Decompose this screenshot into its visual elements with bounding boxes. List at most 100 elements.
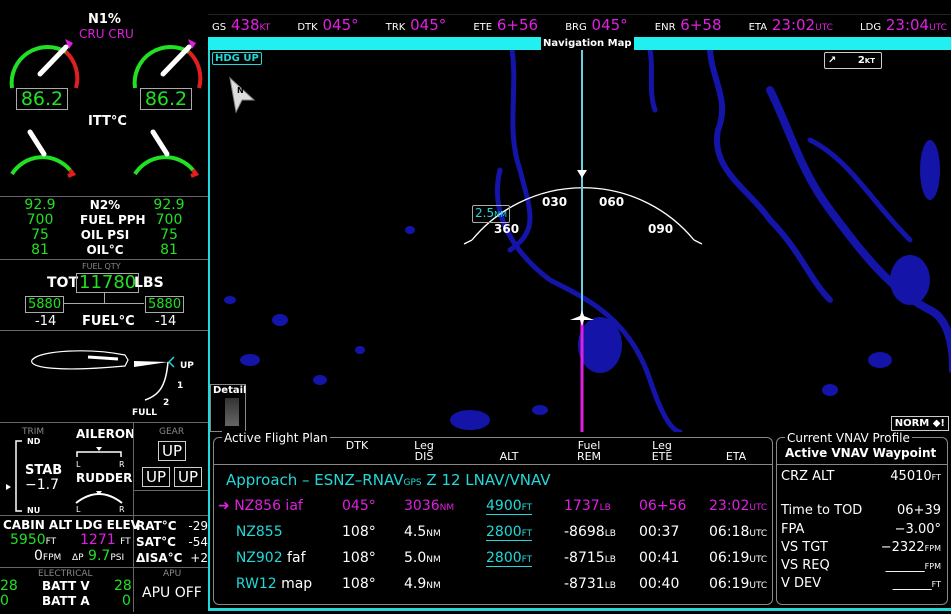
n1-right-value: 86.2: [140, 88, 192, 110]
header-fuel: REM: [576, 450, 602, 463]
stab-value: −1.7: [25, 477, 59, 493]
fuel-right: 5880: [145, 296, 185, 313]
cabin-dp: ΔP 9.7PSI: [72, 548, 125, 564]
cell-fuel: -8715LB: [564, 550, 616, 566]
fuel-temp-left: -14: [35, 314, 57, 329]
cell-dtk: 108°: [342, 550, 376, 566]
header-eta: ETA: [725, 450, 747, 463]
gear-left: UP: [142, 467, 171, 487]
approach-row[interactable]: Approach – ESNZ–RNAVGPS Z 12 LNAV/VNAV: [226, 471, 551, 489]
nav-data-bar: GS 438KT DTK 045° TRK 045° ETE 6+56 BRG …: [208, 14, 951, 34]
batt-a-left: 0: [0, 593, 9, 609]
bottom-border: [208, 608, 951, 611]
electrical-title: ELECTRICAL: [38, 569, 93, 579]
hdg-up-button[interactable]: HDG UP: [212, 52, 262, 65]
batt-v-label: BATT V: [42, 579, 90, 593]
engine-params: 92.9 N2% 92.9 700 FUEL PPH 700 75 OIL PSI 75 8…: [24, 197, 185, 258]
flight-plan-row[interactable]: ➜ NZ856 iaf 045° 3036NM 4900FT 1737LB 06+56 23…: [214, 496, 772, 520]
wind-indicator: ↗ 2KT: [824, 52, 882, 69]
batt-v-right: 28: [114, 578, 132, 594]
cell-fuel: -8731LB: [564, 576, 616, 592]
batt-a-right: 0: [122, 593, 131, 609]
vnav-title: Current VNAV Profile: [785, 431, 912, 445]
fuel-left: 5880: [25, 296, 65, 313]
gear-nose: UP: [158, 441, 187, 461]
flap-full-label: FULL: [132, 408, 157, 418]
fuel-qty-title: FUEL QTY: [82, 262, 121, 271]
cell-fuel: 1737LB: [564, 498, 611, 514]
cell-alt[interactable]: 2800FT: [486, 524, 533, 541]
vnav-row: V DEV ______FT: [781, 576, 941, 591]
heading-360: 360: [494, 222, 520, 236]
norm-button[interactable]: NORM ◆!: [890, 416, 949, 431]
itt-left-gauge: [10, 129, 77, 178]
batt-v-left: 28: [0, 578, 18, 594]
itt-label: ITT°C: [88, 114, 127, 129]
waypoint-id[interactable]: ➜ NZ856 iaf: [218, 498, 303, 514]
cell-ete: 06+56: [639, 498, 687, 514]
engine-gauges: [9, 39, 203, 178]
header-dtk: DTK: [345, 439, 369, 452]
flap-up-label: UP: [180, 361, 194, 371]
vnav-row: Time to TOD 06+39: [781, 503, 941, 518]
vnav-row: CRZ ALT 45010FT: [781, 469, 941, 484]
n1-label: N1%: [88, 12, 121, 27]
waypoint-id[interactable]: NZ855: [235, 524, 283, 540]
trim-nu: NU: [27, 506, 41, 515]
cabin-rate: 0FPM: [34, 548, 62, 564]
apu-title: APU: [163, 569, 182, 579]
air-data: RAT°C -29 SAT°C -54 ΔISA°C +2: [136, 519, 208, 565]
fuel-temp-right: -14: [155, 314, 177, 329]
heading-pointer: [577, 170, 587, 178]
aileron-label: AILERON: [76, 427, 136, 441]
cell-eta: 06:19UTC: [709, 576, 768, 592]
itt-right-gauge: [133, 129, 200, 178]
ldg-elev: 1271 FT: [80, 532, 131, 548]
waypoint-id[interactable]: NZ902 faf: [235, 550, 306, 566]
cell-dtk: 108°: [342, 576, 376, 592]
cell-alt[interactable]: 2800FT: [486, 550, 533, 567]
fuel-temp-label: FUEL°C: [82, 314, 135, 329]
n1-right-gauge: [132, 39, 203, 89]
gear-title: GEAR: [159, 427, 185, 437]
fuel-total: 11780: [76, 273, 140, 293]
n1-mode: CRU CRU: [79, 27, 134, 41]
batt-a-label: BATT A: [42, 594, 90, 608]
flight-plan-title: Active Flight Plan: [222, 431, 330, 445]
vnav-profile: Current VNAV Profile Active VNAV Waypoin…: [776, 431, 948, 605]
flight-plan-row[interactable]: RW12 map 108° 4.9NM -8731LB 00:40 06:19UTC: [214, 574, 772, 598]
header-alt: ALT: [499, 450, 519, 463]
wind-arrow-icon: ↗: [828, 55, 837, 66]
cell-ete: 00:37: [639, 524, 680, 540]
north-arrow-icon: [229, 76, 256, 114]
cell-alt[interactable]: 4900FT: [486, 498, 533, 515]
map-terrain: [224, 50, 951, 432]
trim-nd: ND: [27, 437, 41, 446]
range-label[interactable]: 2.5NM: [472, 205, 510, 223]
active-leg-arrow-icon: ➜: [218, 498, 230, 514]
navigation-map[interactable]: HDG UP N ↗ 2KT 2.5NM 360 030 060 090 Deta…: [208, 50, 951, 432]
flight-plan-row[interactable]: NZ902 faf 108° 5.0NM 2800FT -8715LB 00:41 06:1…: [214, 548, 772, 572]
fuel-tot-label: TOT: [47, 275, 79, 291]
header-ete: ETE: [651, 450, 673, 463]
map-title-bar: Navigation Map: [208, 37, 951, 50]
trim-scales: [6, 440, 123, 512]
heading-030: 030: [542, 195, 568, 209]
cell-dis: 3036NM: [404, 498, 455, 514]
bottom-panes: [208, 432, 951, 608]
detail-button[interactable]: Detail: [210, 384, 246, 432]
rudder-l: L: [76, 505, 81, 514]
flap-2-label: 2: [163, 398, 170, 408]
header-dis: DIS: [414, 450, 434, 463]
cell-eta: 23:02UTC: [709, 498, 768, 514]
vnav-subtitle: Active VNAV Waypoint: [785, 446, 937, 460]
flap-1-label: 1: [177, 381, 184, 391]
waypoint-id[interactable]: RW12 map: [235, 576, 313, 592]
cell-fuel: -8698LB: [564, 524, 616, 540]
gear-right: UP: [174, 467, 203, 487]
n1-left-value: 86.2: [16, 88, 68, 110]
vnav-row: VS REQ ______FPM: [781, 558, 941, 573]
flight-plan-row[interactable]: NZ855 108° 4.5NM 2800FT -8698LB 00:37 06:18UTC: [214, 522, 772, 546]
heading-060: 060: [599, 195, 625, 209]
stab-label: STAB: [25, 463, 63, 478]
